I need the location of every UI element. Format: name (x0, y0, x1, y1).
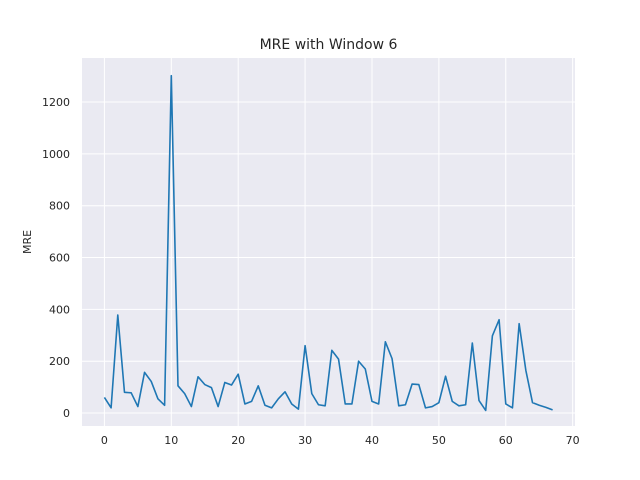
y-tick-label: 800 (49, 200, 70, 213)
y-tick-label: 1200 (42, 96, 70, 109)
y-tick-label: 600 (49, 252, 70, 265)
y-tick-label: 1000 (42, 148, 70, 161)
x-tick-label: 10 (164, 434, 178, 447)
plot-area (82, 58, 575, 426)
series-line (103, 74, 553, 412)
x-tick-label: 70 (566, 434, 580, 447)
y-axis-ticks: 0 200 400 600 800 1000 1200 (42, 96, 70, 420)
x-axis-ticks: 0 10 20 30 40 50 60 70 (101, 434, 580, 447)
chart-title: MRE with Window 6 (260, 37, 398, 53)
x-tick-label: 0 (101, 434, 108, 447)
x-tick-label: 60 (499, 434, 513, 447)
x-tick-label: 50 (432, 434, 446, 447)
x-tick-label: 40 (365, 434, 379, 447)
gridlines (82, 58, 575, 426)
y-axis-label: MRE (21, 230, 34, 254)
y-tick-label: 200 (49, 355, 70, 368)
y-tick-label: 400 (49, 303, 70, 316)
series-layer (103, 74, 553, 412)
x-tick-label: 30 (298, 434, 312, 447)
y-tick-label: 0 (63, 407, 70, 420)
x-tick-label: 20 (231, 434, 245, 447)
